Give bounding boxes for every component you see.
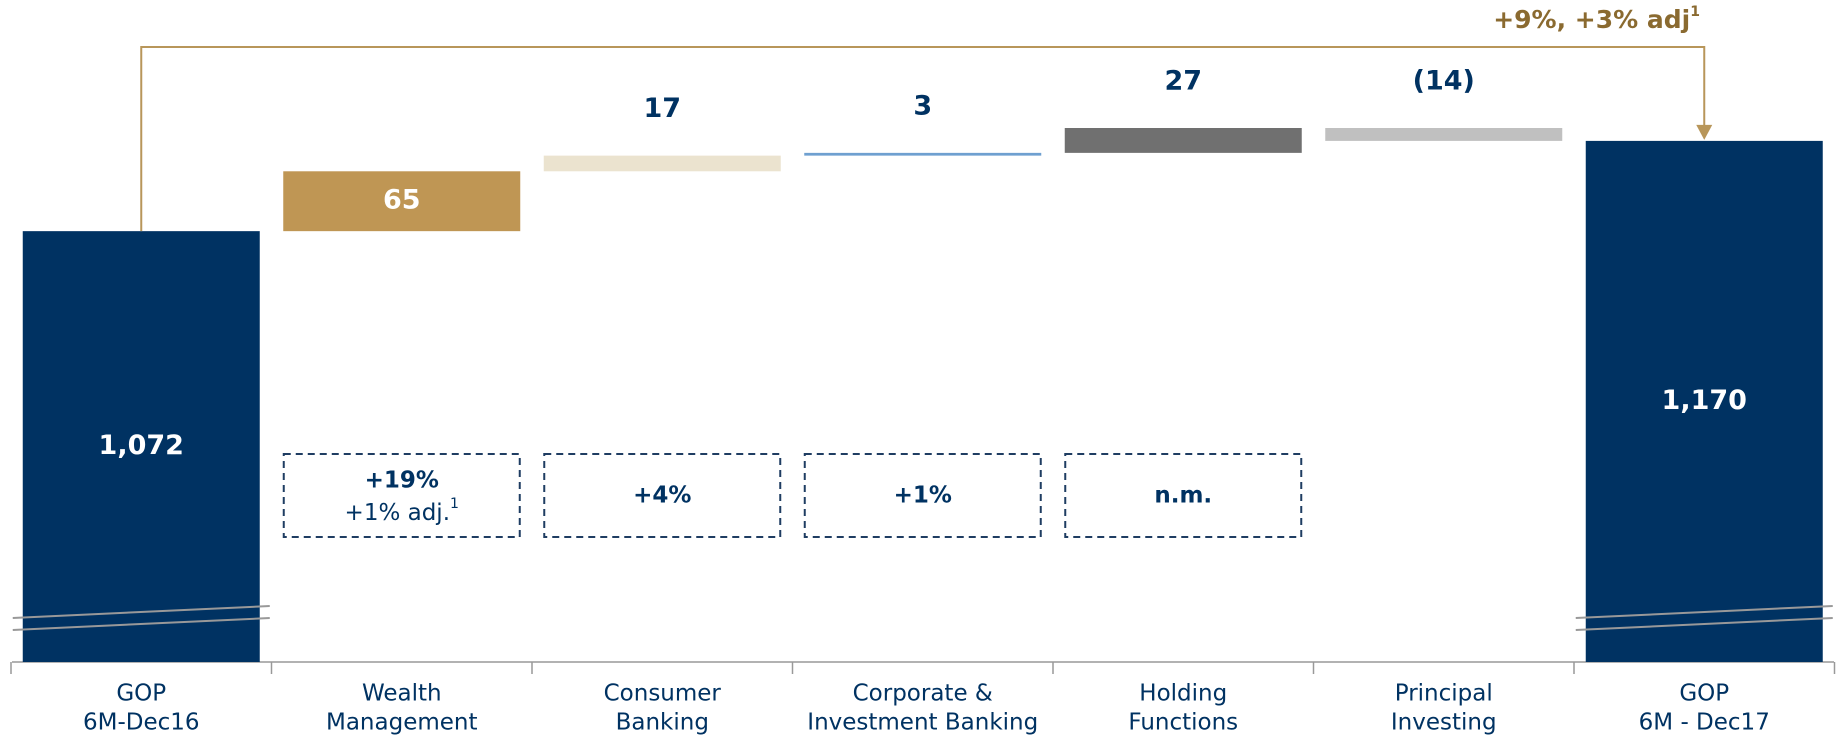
break-mark (12, 605, 270, 619)
x-tick-label: Investing (1391, 710, 1497, 736)
bar (22, 231, 260, 663)
annotation-sup: 1 (1690, 4, 1700, 20)
value-label: 3 (913, 90, 932, 121)
bar (543, 155, 781, 172)
value-label: 65 (383, 185, 421, 216)
x-tick-label: Corporate & (853, 681, 993, 707)
value-label: 27 (1164, 66, 1202, 97)
growth-note: +1% adj.1 (345, 496, 459, 526)
x-tick-label: GOP (1679, 681, 1729, 707)
annotation: +9%, +3% adj1 (1493, 4, 1700, 34)
break-mark (1575, 617, 1833, 631)
growth-label: n.m. (1154, 483, 1212, 509)
bar (1325, 128, 1563, 141)
x-tick-label: Consumer (604, 681, 722, 707)
x-tick-label: Banking (616, 710, 709, 736)
annotation-text: +9%, +3% adj (1493, 5, 1690, 34)
x-tick-label: Wealth (362, 681, 442, 707)
growth-box (282, 453, 521, 538)
growth-box (1064, 453, 1303, 538)
growth-note-sup: 1 (450, 496, 459, 512)
x-tick-label: Management (326, 710, 478, 736)
bar (1064, 128, 1302, 153)
x-tick-label: 6M-Dec16 (83, 710, 200, 736)
arrow-head (1696, 124, 1713, 140)
bar (1585, 140, 1823, 663)
break-mark (1575, 605, 1833, 619)
growth-note-text: +1% adj. (345, 500, 450, 526)
value-label: 1,170 (1662, 385, 1747, 416)
x-tick-label: Investment Banking (807, 710, 1038, 736)
growth-label: +1% (894, 483, 952, 509)
x-tick-label: 6M - Dec17 (1639, 710, 1770, 736)
x-tick-label: Principal (1395, 681, 1493, 707)
bar (283, 171, 521, 232)
growth-label: +19% (365, 468, 439, 494)
x-tick-label: Holding (1139, 681, 1227, 707)
value-label: (14) (1413, 66, 1475, 97)
growth-box (803, 453, 1042, 538)
annotation-arrow (140, 46, 1706, 232)
break-mark (12, 617, 270, 631)
value-label: 1,072 (99, 430, 184, 461)
growth-box (543, 453, 782, 538)
x-tick-label: GOP (116, 681, 166, 707)
bar (804, 152, 1042, 156)
growth-label: +4% (633, 483, 691, 509)
value-label: 17 (643, 93, 681, 124)
x-tick-label: Functions (1128, 710, 1238, 736)
